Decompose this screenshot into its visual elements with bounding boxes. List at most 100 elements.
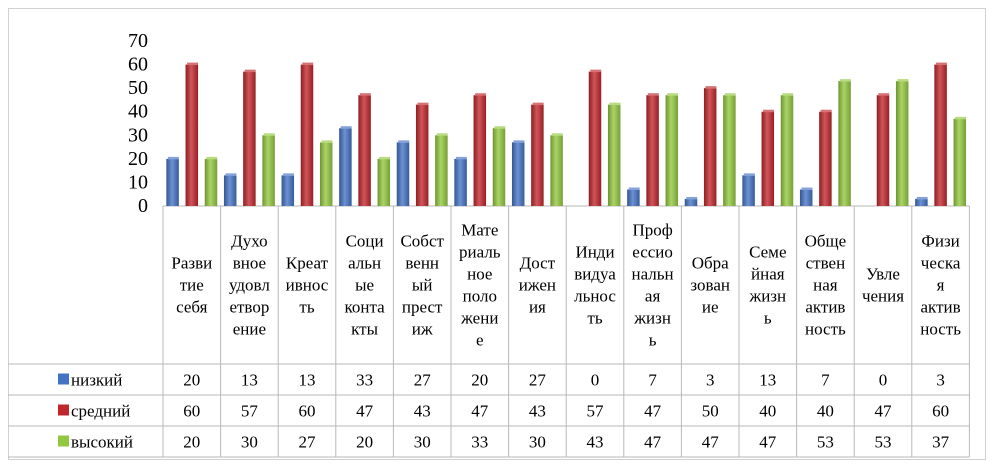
bar-низкий	[454, 158, 467, 206]
data-label: 40	[759, 402, 776, 421]
category-labels: Разви тие себя Духо вное удовл етвор ение Креат и…	[171, 221, 961, 350]
bar-средний	[819, 111, 832, 206]
category-label: Мате риаль ное поло жени е	[459, 221, 501, 350]
bar-top	[225, 173, 237, 176]
bar-низкий	[742, 175, 755, 206]
category-label: Обще ствен ная актив ность	[805, 232, 847, 339]
bar-высокий	[665, 95, 679, 206]
series-name: низкий	[71, 371, 122, 390]
data-label: 13	[241, 371, 258, 390]
bar-высокий	[723, 95, 736, 206]
data-label: 7	[821, 371, 830, 390]
data-table: низкий 20 13 13 33 27 20 27 0 7 3 13 7 0 3 средний 60 57 6…	[8, 206, 970, 458]
data-label: 47	[356, 402, 374, 421]
bar-высокий	[492, 128, 506, 206]
bar-высокий	[550, 135, 563, 206]
bar-низкий	[223, 175, 237, 206]
bar-top	[724, 93, 736, 96]
series-name: средний	[71, 402, 130, 421]
bar-top	[916, 196, 928, 200]
data-label: 0	[879, 371, 888, 390]
data-label: 50	[702, 402, 719, 421]
bar-средний	[934, 64, 947, 206]
data-label: 47	[644, 402, 662, 421]
y-tick-label: 20	[128, 148, 148, 170]
bar-top	[935, 62, 947, 66]
bar-высокий	[838, 81, 851, 206]
data-label: 30	[414, 433, 431, 452]
data-label: 3	[936, 371, 945, 390]
bar-высокий	[377, 158, 391, 206]
bar-высокий	[435, 135, 448, 206]
category-label: Разви тие себя	[171, 254, 212, 317]
bar-высокий	[204, 158, 218, 206]
data-label: 30	[241, 433, 258, 452]
data-label: 60	[299, 402, 316, 421]
bar-top	[417, 102, 429, 106]
category-label: Семе йная жизн ь	[748, 243, 786, 328]
bar-низкий	[684, 198, 698, 206]
bar-top	[475, 93, 487, 96]
bar-top	[398, 140, 410, 143]
bar-средний	[646, 95, 659, 206]
bar-средний	[876, 95, 890, 206]
category-label: Инди видуа льнос ть	[574, 243, 616, 328]
bar-top	[743, 173, 755, 176]
data-label: 27	[414, 371, 432, 390]
bar-top	[686, 196, 698, 200]
data-label: 13	[759, 371, 776, 390]
data-label: 57	[587, 402, 605, 421]
bar-top	[206, 156, 218, 160]
data-label: 27	[299, 433, 317, 452]
bar-высокий	[780, 95, 794, 206]
bar-top	[187, 62, 199, 66]
bar-низкий	[166, 158, 179, 206]
bar-top	[763, 109, 775, 113]
bar-средний	[703, 88, 717, 206]
bar-top	[551, 133, 563, 136]
bar-top	[820, 109, 832, 113]
data-label: 47	[875, 402, 893, 421]
bar-высокий	[262, 135, 275, 206]
bar-top	[513, 140, 525, 143]
bar-top	[782, 93, 794, 96]
category-label: Проф ессио нальн ая жизн ь	[632, 221, 674, 350]
category-label: Увле чения	[862, 265, 904, 306]
y-tick-label: 0	[138, 195, 148, 217]
y-tick-label: 70	[128, 30, 148, 52]
bar-top	[340, 126, 352, 129]
data-label: 0	[591, 371, 600, 390]
data-label: 60	[932, 402, 949, 421]
bar-средний	[588, 71, 602, 207]
data-label: 47	[759, 433, 777, 452]
bar-top	[494, 126, 506, 129]
data-label: 30	[529, 433, 546, 452]
y-tick-label: 40	[128, 101, 148, 123]
data-label: 47	[644, 433, 662, 452]
data-label: 57	[241, 402, 259, 421]
bar-top	[167, 156, 179, 160]
bar-top	[628, 187, 640, 190]
bar-низкий	[339, 128, 352, 206]
bar-top	[436, 133, 448, 136]
data-label: 33	[356, 371, 373, 390]
data-label: 20	[471, 371, 488, 390]
category-label: Креат ивнос ть	[286, 254, 329, 317]
y-tick-label: 50	[128, 77, 148, 99]
bar-высокий	[895, 81, 909, 206]
bar-средний	[415, 104, 429, 206]
chart-frame	[8, 8, 986, 460]
bar-top	[263, 133, 275, 136]
bar-низкий	[915, 198, 928, 206]
bars	[166, 62, 967, 207]
data-label: 20	[183, 371, 200, 390]
bar-низкий	[799, 189, 813, 206]
data-label: 13	[299, 371, 316, 390]
data-label: 43	[414, 402, 431, 421]
bar-top	[379, 156, 391, 160]
bar-top	[839, 79, 851, 82]
bar-top	[801, 187, 813, 190]
bar-средний	[243, 71, 256, 207]
